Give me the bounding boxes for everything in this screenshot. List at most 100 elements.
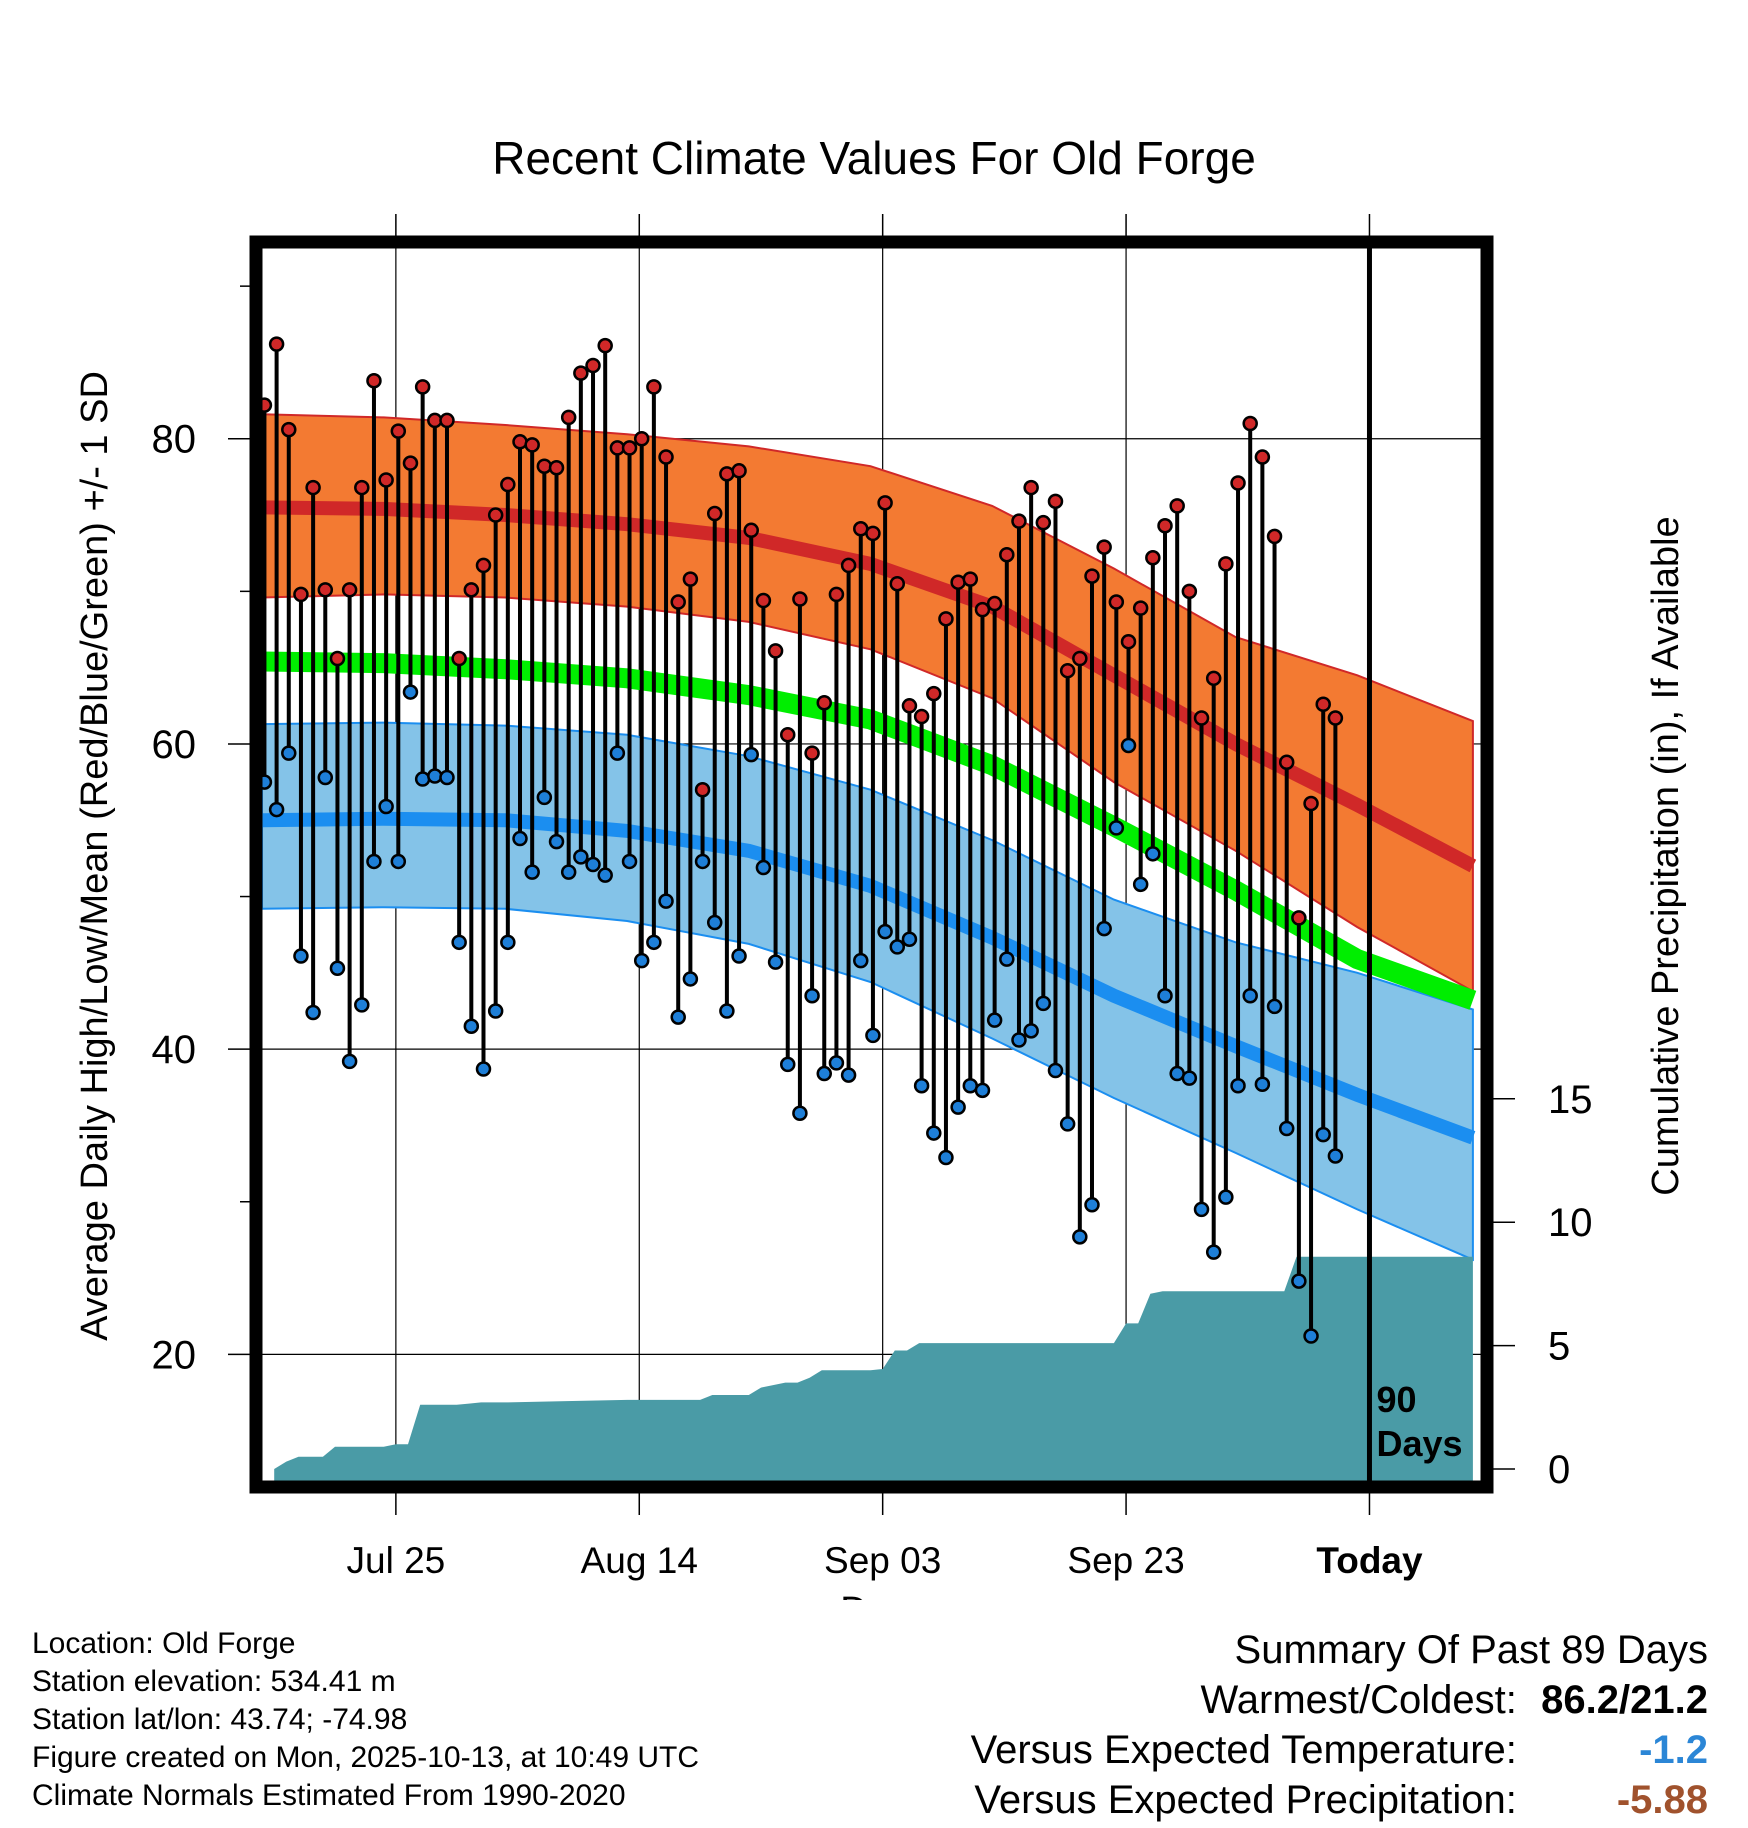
- daily-high-point: [268, 336, 285, 352]
- daily-high-point: [262, 397, 273, 413]
- daily-high-point: [877, 495, 893, 511]
- daily-low-point: [597, 867, 613, 883]
- daily-high-point: [597, 337, 613, 354]
- daily-low-point: [317, 769, 334, 786]
- daily-low-point: [999, 951, 1015, 967]
- daily-low-point: [500, 934, 516, 951]
- daily-low-point: [1218, 1189, 1234, 1205]
- daily-high-point: [633, 430, 650, 447]
- daily-low-point: [524, 864, 540, 880]
- daily-high-point: [962, 571, 979, 587]
- y-axis-label: Average Daily High/Low/Mean (Red/Blue/Gr…: [74, 371, 116, 1341]
- daily-high-point: [366, 373, 382, 389]
- daily-high-point: [1193, 710, 1210, 726]
- daily-low-point: [1254, 1076, 1271, 1092]
- daily-low-point: [658, 893, 674, 909]
- daily-low-point: [609, 745, 626, 761]
- today-days-number: 90: [1376, 1379, 1416, 1420]
- daily-low-point: [1205, 1244, 1222, 1260]
- daily-low-point: [1303, 1328, 1319, 1344]
- daily-high-point: [305, 479, 321, 496]
- y2-tick-label: 0: [1548, 1448, 1570, 1492]
- daily-low-point: [719, 1003, 735, 1019]
- daily-high-point: [767, 643, 784, 659]
- daily-high-point: [1023, 479, 1039, 496]
- daily-high-point: [1205, 670, 1222, 687]
- daily-low-point: [938, 1149, 954, 1166]
- daily-low-point: [487, 1003, 504, 1019]
- daily-low-point: [1084, 1197, 1100, 1213]
- daily-high-point: [926, 685, 942, 702]
- daily-low-point: [341, 1053, 358, 1070]
- daily-high-point: [682, 571, 699, 587]
- daily-high-point: [1145, 550, 1161, 566]
- daily-high-point: [646, 379, 662, 395]
- daily-low-point: [402, 684, 419, 700]
- daily-low-point: [378, 798, 394, 815]
- daily-low-point: [1181, 1070, 1198, 1086]
- daily-low-point: [1193, 1201, 1210, 1218]
- daily-low-point: [853, 952, 869, 969]
- daily-low-point: [682, 971, 699, 987]
- summary-panel: Summary Of Past 89 Days Warmest/Coldest:…: [971, 1625, 1708, 1825]
- daily-high-point: [1291, 910, 1307, 926]
- daily-high-point: [524, 437, 540, 453]
- daily-low-point: [865, 1027, 881, 1044]
- axes: Jul 25 Aug 14 Sep 03 Sep 23 Today 20 40 60 80 0 5 1…: [152, 214, 1593, 1581]
- daily-high-point: [573, 365, 589, 381]
- daily-low-point: [986, 1012, 1003, 1028]
- daily-high-point: [706, 505, 723, 522]
- daily-low-point: [585, 856, 601, 873]
- daily-low-point: [1108, 820, 1125, 836]
- y-tick-label: 20: [152, 1333, 197, 1377]
- daily-low-point: [268, 801, 285, 818]
- y-tick-label: 80: [152, 418, 197, 462]
- daily-high-point: [317, 582, 334, 598]
- y2-tick-label: 5: [1548, 1325, 1570, 1369]
- daily-high-point: [1011, 513, 1027, 529]
- daily-high-point: [974, 601, 991, 618]
- daily-high-point: [901, 698, 918, 714]
- daily-high-point: [1303, 795, 1319, 812]
- daily-low-point: [767, 954, 784, 970]
- daily-low-point: [1096, 920, 1112, 937]
- summary-heading: Summary Of Past 89 Days: [1234, 1628, 1708, 1672]
- daily-high-point: [1315, 696, 1331, 713]
- daily-high-point: [487, 507, 504, 523]
- daily-low-point: [414, 771, 431, 787]
- warm-cold-value: 86.2/21.2: [1541, 1678, 1708, 1722]
- daily-high-point: [414, 379, 431, 395]
- daily-high-point: [548, 459, 565, 476]
- daily-high-point: [743, 522, 759, 539]
- daily-high-point: [1035, 514, 1052, 531]
- daily-high-point: [719, 466, 735, 482]
- daily-high-point: [500, 476, 516, 493]
- daily-low-point: [974, 1082, 991, 1099]
- daily-high-point: [986, 595, 1003, 612]
- daily-high-point: [463, 582, 480, 598]
- daily-high-point: [1072, 650, 1088, 667]
- daily-low-point: [463, 1018, 480, 1035]
- daily-high-point: [1169, 498, 1185, 514]
- precip-area: [274, 1256, 1473, 1481]
- daily-low-point: [877, 923, 893, 940]
- daily-low-point: [840, 1067, 857, 1083]
- daily-high-point: [1120, 633, 1137, 650]
- daily-high-point: [354, 479, 370, 496]
- daily-high-point: [512, 434, 528, 450]
- warm-cold-label: Warmest/Coldest:: [1200, 1678, 1517, 1722]
- daily-high-point: [792, 591, 808, 607]
- daily-low-point: [926, 1125, 942, 1141]
- daily-low-point: [548, 833, 565, 850]
- daily-high-point: [1327, 710, 1344, 726]
- x-tick-label: Today: [1316, 1540, 1423, 1581]
- daily-high-point: [1132, 600, 1149, 616]
- daily-low-point: [1023, 1023, 1039, 1039]
- daily-low-point: [536, 789, 553, 806]
- y2-tick-label: 15: [1548, 1078, 1593, 1122]
- daily-high-point: [658, 449, 674, 465]
- daily-high-point: [731, 463, 747, 479]
- plot-frame: [249, 235, 1494, 1494]
- daily-high-point: [536, 458, 553, 474]
